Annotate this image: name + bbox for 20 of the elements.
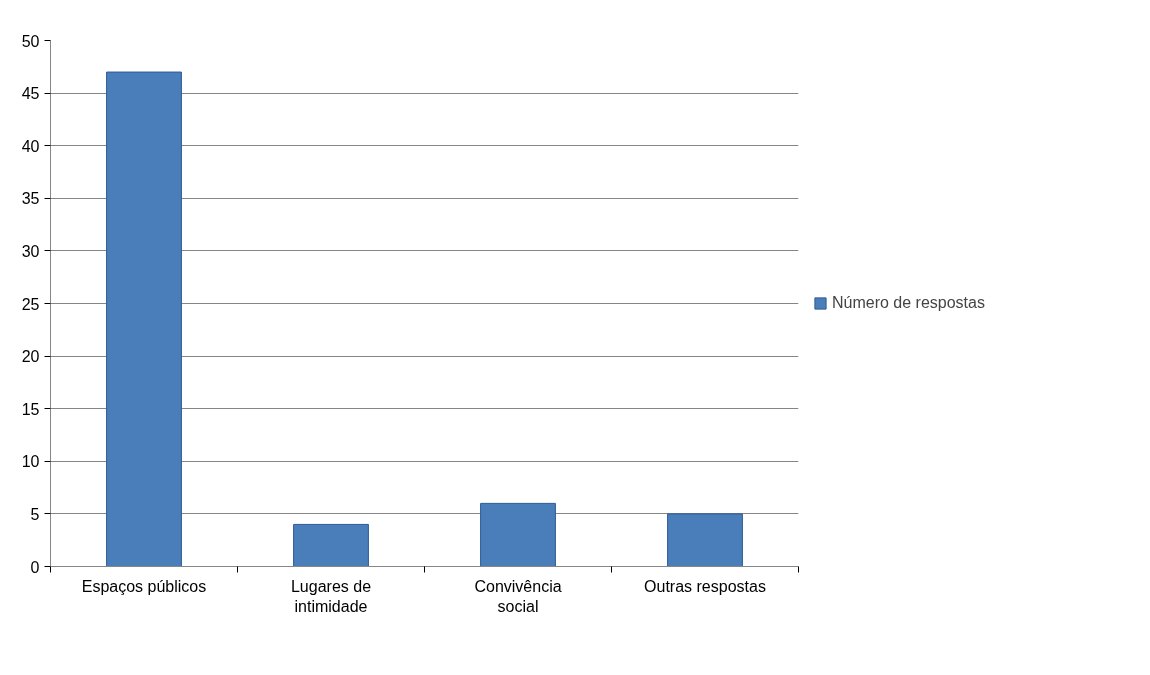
y-tick-label: 10 [21,453,40,471]
x-tick-label: Espaços públicos [81,577,207,595]
bar [480,502,556,567]
bar [106,71,182,567]
y-tick-label: 20 [21,348,40,366]
y-tick-label: 30 [21,242,40,260]
y-tick-label: 50 [21,32,40,50]
bar [293,523,369,567]
y-tick-label: 25 [21,295,40,313]
y-tick-label: 5 [30,505,40,523]
x-tick-label: Lugares de intimidade [290,577,372,615]
y-tick-label: 40 [21,137,40,155]
y-tick-label: 15 [21,400,40,418]
legend-label: Número de respostas [832,294,985,312]
x-tick-label: Outras respostas [644,577,766,595]
y-tick-label: 0 [30,558,40,576]
y-tick-label: 35 [21,190,40,208]
y-tick-label: 45 [21,85,40,103]
x-tick-label: Convivência social [474,577,562,615]
bar [667,513,743,567]
